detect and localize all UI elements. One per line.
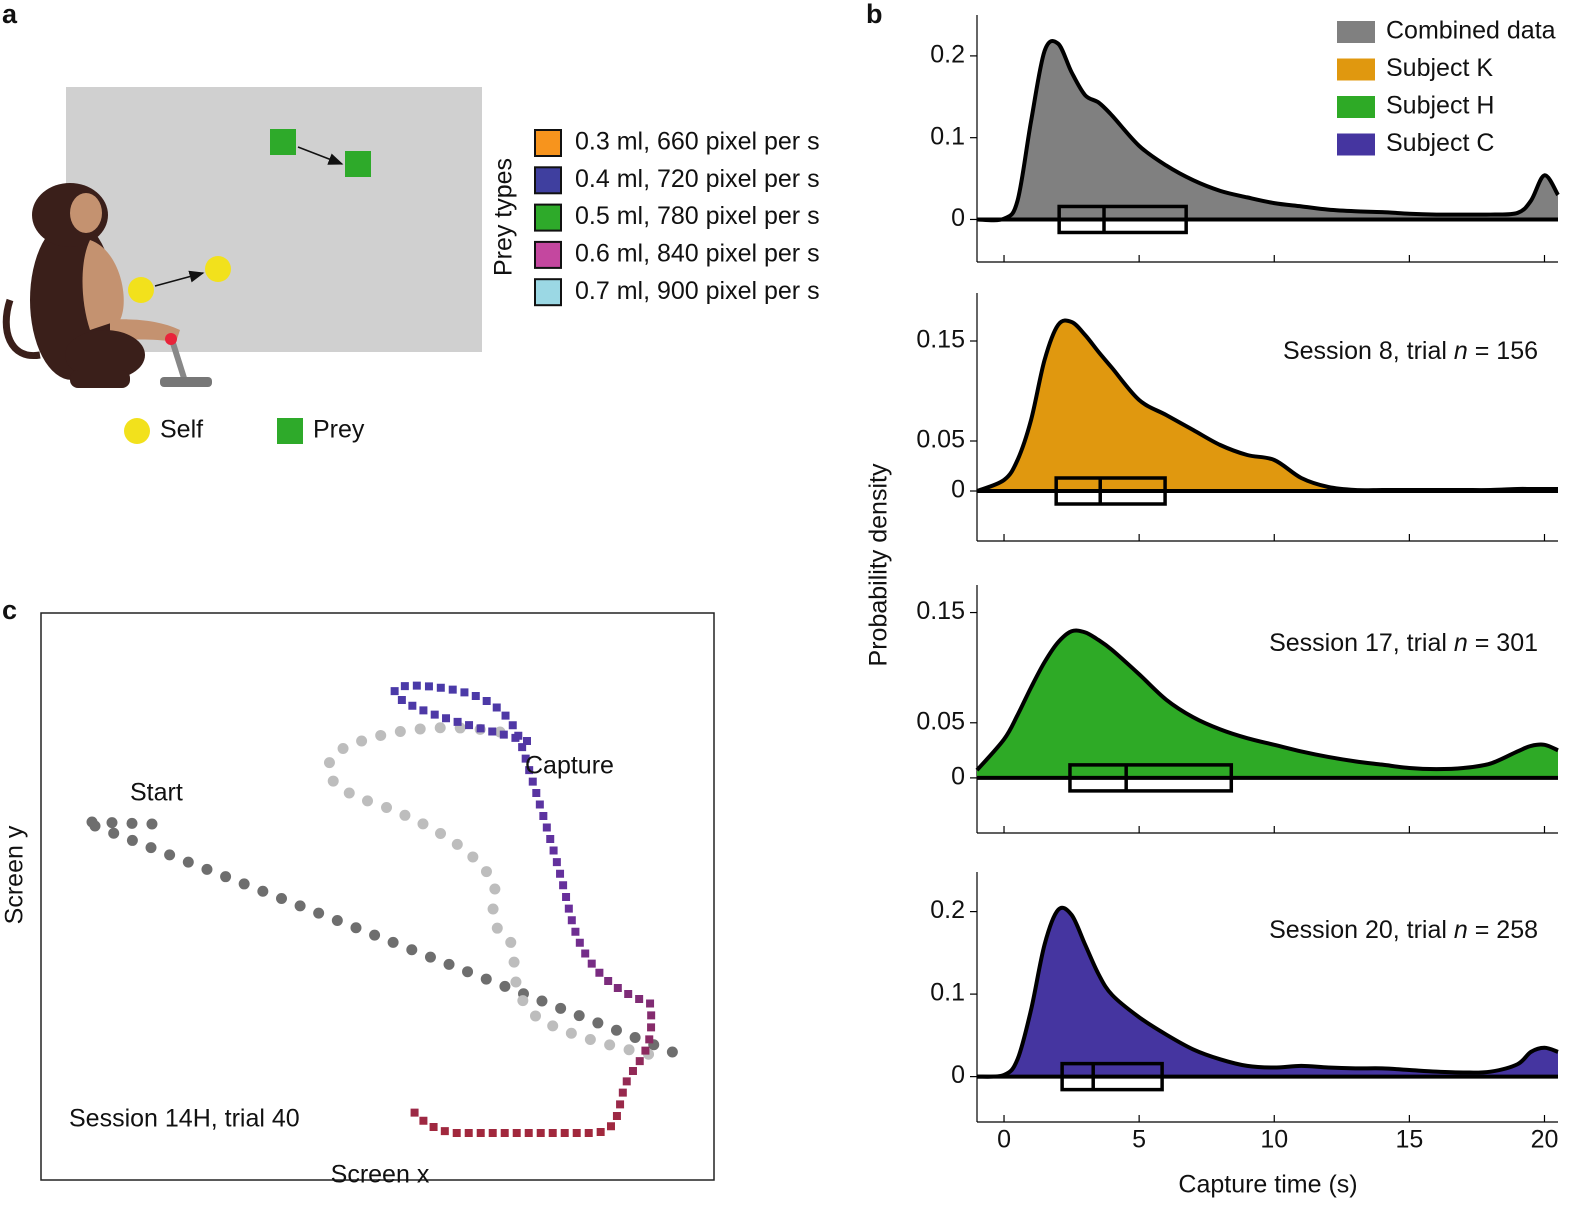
density-area bbox=[977, 40, 1558, 221]
density-outline bbox=[976, 905, 1559, 1079]
prey-icon bbox=[270, 129, 296, 155]
x-tick-label: 5 bbox=[1132, 1126, 1146, 1154]
y-tick-label: 0.2 bbox=[930, 896, 965, 924]
legend-label: 0.5 ml, 780 pixel per s bbox=[575, 202, 820, 230]
y-tick-label: 0.05 bbox=[916, 707, 965, 735]
y-tick-label: 0.15 bbox=[916, 326, 965, 354]
prey-label: Prey bbox=[313, 416, 365, 444]
self-icon bbox=[205, 256, 231, 282]
y-axis-label: Probability density bbox=[865, 463, 893, 666]
x-tick-label: 20 bbox=[1531, 1126, 1559, 1154]
x-tick-label: 10 bbox=[1260, 1126, 1288, 1154]
annotation-part: Session 17, trial bbox=[1269, 629, 1454, 657]
y-tick-label: 0.1 bbox=[930, 979, 965, 1007]
legend-swatch bbox=[1337, 133, 1375, 156]
y-tick-label: 0.2 bbox=[930, 41, 965, 69]
y-tick-label: 0.1 bbox=[930, 122, 965, 150]
frame bbox=[40, 612, 715, 1181]
box bbox=[1054, 476, 1167, 506]
annotation: Session 8, trial n = 156 bbox=[1283, 337, 1538, 365]
y-axis-label: Screen y bbox=[1, 825, 29, 924]
annotation-part: n bbox=[1454, 916, 1468, 944]
prey-icon bbox=[345, 151, 371, 177]
panel-c: c Start Capture Session 14H, trial 40 Sc… bbox=[1, 595, 715, 1189]
legend-swatch bbox=[1337, 21, 1375, 43]
legend-label: Subject H bbox=[1386, 92, 1494, 120]
panel-b: b Probability density Capture time (s) 0… bbox=[865, 0, 1560, 1199]
prey-icon bbox=[277, 418, 303, 444]
arrow bbox=[297, 146, 344, 165]
density-outline bbox=[976, 38, 1560, 223]
annotation-part: = 258 bbox=[1468, 916, 1538, 944]
density-area bbox=[977, 630, 1558, 778]
self-icon bbox=[124, 418, 150, 444]
annotation: Session 17, trial n = 301 bbox=[1269, 629, 1538, 657]
y-tick-label: 0.15 bbox=[916, 597, 965, 625]
density-area bbox=[977, 320, 1558, 491]
x-tick-label: 15 bbox=[1395, 1126, 1423, 1154]
screen bbox=[66, 87, 482, 352]
legend-label: Combined data bbox=[1386, 17, 1556, 45]
annotation-part: = 301 bbox=[1468, 629, 1538, 657]
legend-swatch bbox=[1337, 96, 1375, 118]
annotation-part: n bbox=[1454, 337, 1468, 365]
self-label: Self bbox=[160, 416, 203, 444]
panel-label: b bbox=[866, 0, 883, 29]
session-label: Session 14H, trial 40 bbox=[69, 1105, 300, 1133]
start-label: Start bbox=[130, 779, 183, 807]
annotation-part: Session 20, trial bbox=[1269, 916, 1454, 944]
legend-swatch bbox=[534, 240, 562, 269]
annotation-part: n bbox=[1454, 629, 1468, 657]
legend-label: 0.6 ml, 840 pixel per s bbox=[575, 240, 820, 268]
legend-swatch bbox=[534, 203, 562, 232]
legend-label: 0.3 ml, 660 pixel per s bbox=[575, 128, 820, 156]
self-trajectory bbox=[86, 816, 686, 1061]
box bbox=[1057, 204, 1188, 235]
panel-a: a Self Prey Prey types 0.3 ml, 660 pixel… bbox=[2, 0, 820, 444]
annotation-part: Session 8, trial bbox=[1283, 337, 1454, 365]
annotation: Session 20, trial n = 258 bbox=[1269, 916, 1538, 944]
y-tick-label: 0 bbox=[951, 476, 965, 504]
x-tick-label: 0 bbox=[997, 1126, 1011, 1154]
legend-swatch bbox=[534, 166, 562, 195]
density-outline bbox=[975, 628, 1559, 772]
annotation-part: = 156 bbox=[1468, 337, 1538, 365]
panel-label: c bbox=[2, 595, 17, 625]
x-axis-label: Screen x bbox=[331, 1161, 430, 1189]
box bbox=[1068, 763, 1234, 793]
self-trajectory-2 bbox=[322, 722, 671, 1064]
legend-swatch bbox=[1337, 58, 1375, 81]
self-icon bbox=[128, 277, 154, 303]
legend-title: Prey types bbox=[490, 158, 518, 276]
legend-label: Subject C bbox=[1386, 129, 1494, 157]
y-tick-label: 0 bbox=[951, 1061, 965, 1089]
box bbox=[1060, 1061, 1164, 1092]
monkey bbox=[2, 183, 212, 388]
y-tick-label: 0 bbox=[951, 762, 965, 790]
legend-swatch bbox=[534, 129, 562, 157]
density-area bbox=[977, 907, 1558, 1077]
legend-label: Subject K bbox=[1386, 54, 1493, 82]
y-tick-label: 0.05 bbox=[916, 426, 965, 454]
capture-label: Capture bbox=[525, 752, 614, 780]
y-tick-label: 0 bbox=[951, 204, 965, 232]
prey-legend: 0.3 ml, 660 pixel per s 0.4 ml, 720 pixel… bbox=[534, 128, 820, 307]
legend-label: 0.7 ml, 900 pixel per s bbox=[575, 277, 820, 305]
legend-label: 0.4 ml, 720 pixel per s bbox=[575, 165, 820, 193]
arrow bbox=[154, 270, 205, 287]
panel-label: a bbox=[2, 0, 18, 29]
legend-swatch bbox=[534, 278, 562, 307]
prey-trajectory bbox=[390, 681, 656, 1137]
x-axis-label: Capture time (s) bbox=[1178, 1171, 1357, 1199]
